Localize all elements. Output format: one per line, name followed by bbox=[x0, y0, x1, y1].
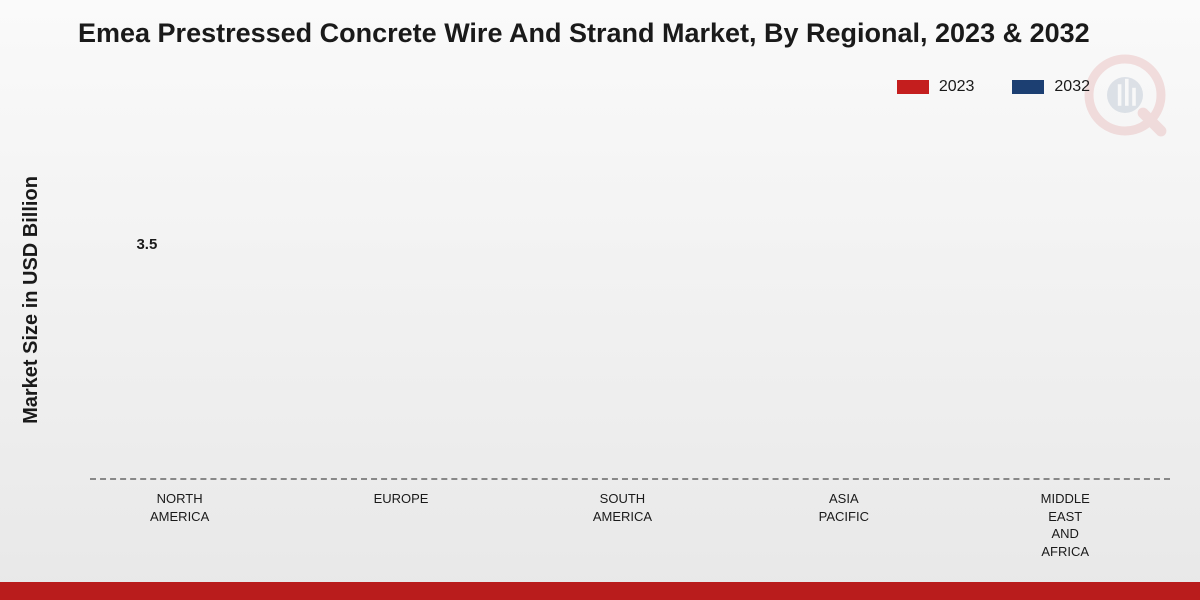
bottom-accent-bar bbox=[0, 582, 1200, 600]
x-axis-label: ASIA PACIFIC bbox=[819, 490, 869, 525]
watermark-logo bbox=[1080, 50, 1170, 140]
x-axis-label: EUROPE bbox=[374, 490, 429, 508]
legend-item-2023: 2023 bbox=[897, 78, 975, 96]
legend-label-2032: 2032 bbox=[1054, 78, 1090, 96]
x-axis-label: MIDDLE EAST AND AFRICA bbox=[1041, 490, 1090, 560]
chart-title: Emea Prestressed Concrete Wire And Stran… bbox=[78, 18, 1200, 49]
legend: 2023 2032 bbox=[897, 78, 1090, 96]
legend-swatch-2032 bbox=[1012, 80, 1044, 94]
baseline bbox=[90, 478, 1170, 480]
legend-swatch-2023 bbox=[897, 80, 929, 94]
y-axis-label: Market Size in USD Billion bbox=[20, 176, 43, 424]
x-axis-labels: NORTH AMERICA EUROPE SOUTH AMERICA ASIA PAC… bbox=[90, 490, 1170, 560]
chart-container: Emea Prestressed Concrete Wire And Stran… bbox=[0, 0, 1200, 600]
x-axis-label: NORTH AMERICA bbox=[150, 490, 209, 525]
value-label: 3.5 bbox=[136, 236, 157, 253]
legend-item-2032: 2032 bbox=[1012, 78, 1090, 96]
x-axis-label: SOUTH AMERICA bbox=[593, 490, 652, 525]
legend-label-2023: 2023 bbox=[939, 78, 975, 96]
chart-plot-area: 3.5 bbox=[90, 130, 1170, 480]
